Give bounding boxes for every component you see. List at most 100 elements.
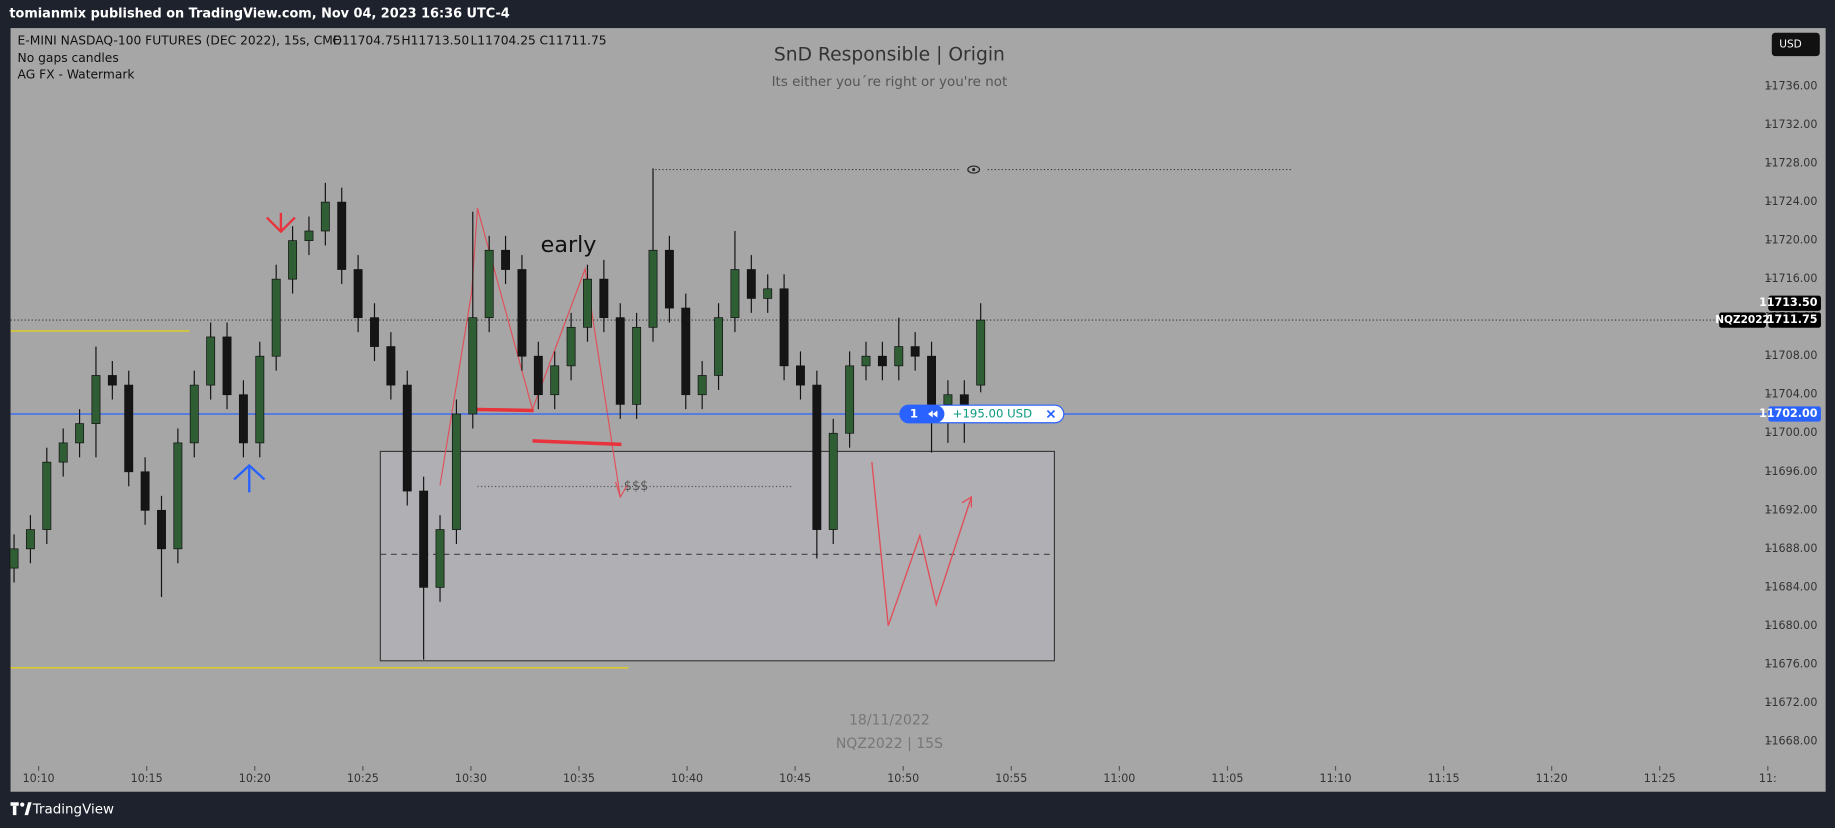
position-pnl: +195.00 USD: [953, 406, 1032, 420]
candle-body: [320, 201, 330, 232]
annotation: early: [541, 232, 597, 258]
candle-body: [75, 423, 85, 444]
last-price-tag: 11711.75: [1759, 313, 1817, 326]
candle-body: [746, 269, 756, 299]
y-tick-label: 11684.00: [1764, 580, 1817, 593]
y-tick-label: 11704.00: [1764, 388, 1817, 401]
candle-body: [812, 384, 822, 530]
x-tick-label: 11:20: [1536, 772, 1568, 785]
x-tick-label: 11:15: [1428, 772, 1460, 785]
candle-body: [583, 278, 592, 328]
candle-body: [763, 288, 773, 299]
high-price-tag: 11713.50: [1759, 296, 1818, 309]
position-qty: 1: [910, 406, 918, 420]
x-tick-label: 10:50: [887, 772, 919, 785]
drawings: $$$ early: [10, 165, 1292, 669]
symbol-info: E-MINI NASDAQ-100 FUTURES (DEC 2022), 15…: [18, 33, 341, 47]
candle-body: [828, 432, 838, 530]
candle-body: [894, 346, 904, 367]
candle-body: [42, 461, 52, 530]
position-price-tag-bg: [1768, 406, 1821, 422]
candle-body: [796, 365, 805, 386]
x-tick-label: 10:10: [23, 772, 55, 785]
x-tick-label: 10:20: [239, 772, 271, 785]
position-qty-bg: [899, 405, 945, 423]
logo-part: [20, 802, 25, 807]
watermark-date: 18/11/2022: [849, 712, 930, 728]
x-tick-label: 11:25: [1644, 772, 1676, 785]
candle-body: [648, 249, 658, 328]
last-price-tag-bg: [1768, 312, 1821, 328]
candle-body: [533, 355, 543, 396]
reverse-icon: [932, 410, 938, 418]
position-widget[interactable]: 1 +195.00 USD: [899, 404, 1065, 424]
candle-body: [91, 375, 101, 424]
candle-body: [173, 442, 183, 550]
projection-arrow: [961, 495, 973, 508]
candle-body: [419, 490, 429, 588]
x-tick-label: 10:45: [779, 772, 811, 785]
x-tick-label: 10:30: [455, 772, 487, 785]
candle-body: [517, 269, 527, 357]
chart-subtitle: Its either you´re right or you're not: [772, 74, 1008, 90]
watermark-symbol: NQZ2022 | 15S: [836, 736, 943, 752]
currency-label: USD: [1779, 38, 1801, 50]
ohlc-label: H11713.50: [401, 33, 469, 47]
candle-body: [599, 278, 609, 319]
y-tick-label: 11672.00: [1764, 696, 1817, 709]
marker-line: [532, 439, 622, 447]
logo-part: [10, 802, 19, 806]
chart-title: SnD Responsible | Origin: [774, 44, 1005, 65]
candle-body: [877, 355, 887, 367]
candle-body: [288, 240, 298, 280]
candle-body: [255, 355, 265, 444]
y-tick-label: 11692.00: [1764, 503, 1817, 516]
candle-body: [9, 548, 19, 569]
y-tick-label: 11688.00: [1764, 542, 1817, 555]
x-tick-label: 10:40: [671, 772, 703, 785]
y-tick-label: 11728.00: [1764, 157, 1817, 170]
y-tick-label: 11716.00: [1764, 272, 1817, 285]
x-tick-label: 10:15: [131, 772, 163, 785]
candle-body: [697, 375, 707, 396]
candle-body: [189, 384, 199, 444]
close-icon[interactable]: [1046, 409, 1056, 419]
x-tick-label: 10:25: [347, 772, 379, 785]
candle-body: [910, 346, 920, 357]
candle-body: [222, 336, 232, 396]
candle-body: [845, 365, 855, 434]
projection: [871, 461, 973, 626]
x-tick-label: 11:05: [1211, 772, 1243, 785]
eye-icon[interactable]: [967, 165, 981, 174]
candle-body: [206, 336, 216, 386]
x-tick-label: 11:: [1759, 772, 1777, 785]
currency-button[interactable]: [1771, 32, 1820, 57]
ohlc-label: L11704.25: [470, 33, 535, 47]
path-arrow: [615, 481, 628, 499]
liquidity-label: $$$: [624, 479, 649, 494]
marker-line: [469, 407, 534, 413]
candle-body: [107, 375, 117, 386]
candle-body: [484, 249, 494, 319]
candle-body: [959, 394, 969, 405]
candle-body: [238, 394, 248, 444]
candle-body: [730, 269, 740, 319]
eye-icon: [972, 168, 976, 172]
candle-body: [779, 288, 789, 367]
y-tick-label: 11732.00: [1764, 118, 1817, 131]
indicator: No gaps candles: [18, 51, 119, 65]
position-price-tag: 11702.00: [1759, 407, 1818, 420]
reverse-icon: [928, 410, 933, 418]
candle-body: [451, 413, 461, 530]
x-tick-label: 11:00: [1103, 772, 1135, 785]
y-tick-label: 11668.00: [1764, 734, 1817, 747]
x-tick-label: 10:35: [563, 772, 595, 785]
candle-body: [615, 317, 625, 405]
candle-body: [157, 509, 166, 550]
y-tick-label: 11708.00: [1764, 349, 1817, 362]
demand-zone: [379, 450, 1056, 662]
candle-body: [976, 319, 986, 386]
candle-body: [140, 471, 150, 511]
logo-part: [24, 802, 32, 816]
